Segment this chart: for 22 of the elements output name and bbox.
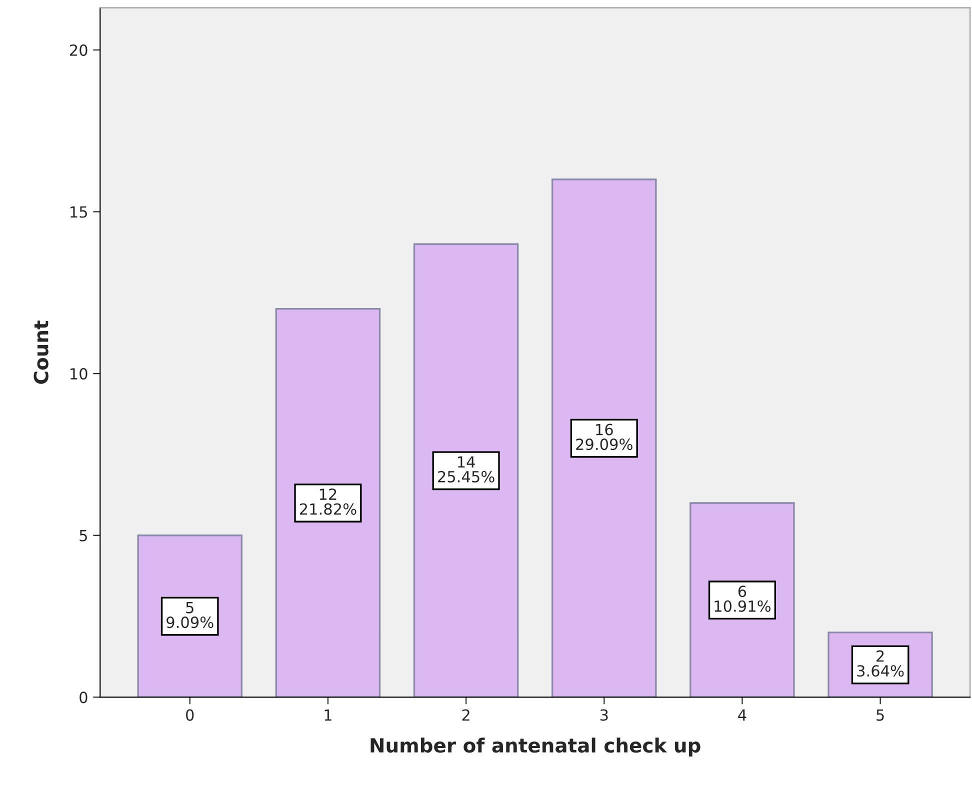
x-tick-label: 4 [738, 709, 746, 721]
x-tick-label: 2 [462, 709, 470, 721]
data-label: 2 3.64% [857, 650, 904, 677]
y-tick-label: 5 [80, 530, 87, 542]
y-tick-label: 20 [70, 44, 88, 56]
data-label: 12 21.82% [300, 488, 356, 515]
y-tick-label: 10 [70, 368, 88, 380]
y-tick-label: 0 [80, 692, 88, 704]
x-tick-label: 0 [186, 709, 194, 721]
x-tick-label: 3 [600, 709, 608, 721]
data-label: 16 29.09% [576, 424, 632, 450]
y-axis-title: Count [34, 320, 48, 384]
data-label: 6 10.91% [714, 586, 770, 612]
data-label: 5 9.09% [166, 602, 214, 628]
y-tick-label: 15 [70, 206, 87, 218]
bar [552, 178, 657, 698]
bar [275, 308, 381, 698]
x-axis-title: Number of antenatal check up [370, 738, 700, 756]
data-label: 14 25.45% [438, 456, 494, 482]
x-tick-label: 5 [876, 709, 884, 721]
bar [413, 243, 519, 698]
x-tick-label: 1 [324, 709, 332, 721]
